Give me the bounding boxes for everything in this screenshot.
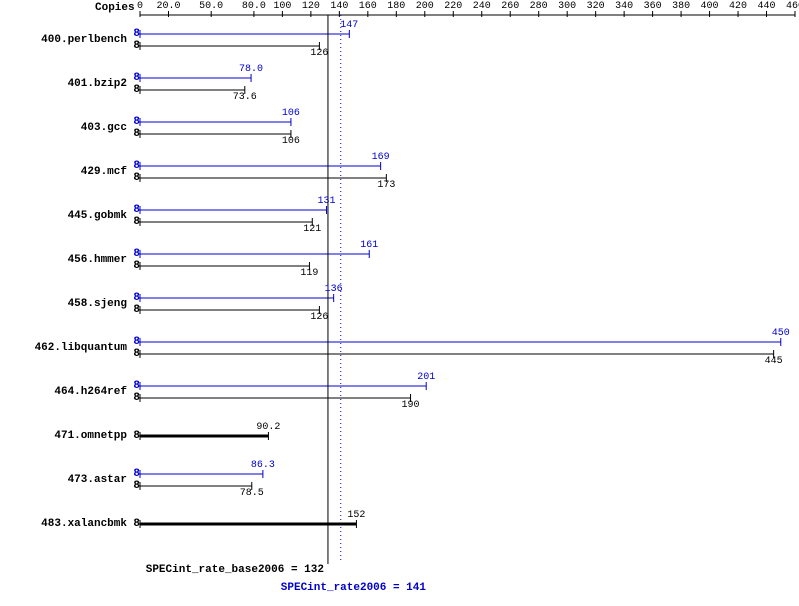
bar-value: 86.3: [251, 460, 275, 471]
copies-value: 8: [120, 336, 140, 348]
copies-value: 8: [120, 518, 140, 530]
axis-tick: 80.0: [242, 1, 266, 12]
bar-value: 78.0: [239, 64, 263, 75]
axis-tick: 420: [729, 1, 747, 12]
axis-tick: 260: [501, 1, 519, 12]
copies-value: 8: [120, 380, 140, 392]
copies-value: 8: [120, 292, 140, 304]
benchmark-name: 445.gobmk: [68, 210, 127, 222]
benchmark-name: 464.h264ref: [54, 386, 127, 398]
benchmark-name: 462.libquantum: [35, 342, 127, 354]
bar-value: 121: [303, 224, 321, 235]
copies-value: 8: [120, 468, 140, 480]
benchmark-name: 483.xalancbmk: [41, 518, 127, 530]
bar-value: 450: [772, 328, 790, 339]
copies-value: 8: [120, 128, 140, 140]
copies-value: 8: [120, 260, 140, 272]
benchmark-name: 471.omnetpp: [54, 430, 127, 442]
copies-value: 8: [120, 430, 140, 442]
bar-value: 126: [310, 312, 328, 323]
base-summary: SPECint_rate_base2006 = 132: [146, 564, 324, 576]
axis-tick: 360: [644, 1, 662, 12]
bar-value: 131: [318, 196, 336, 207]
axis-tick: 380: [672, 1, 690, 12]
axis-tick: 340: [615, 1, 633, 12]
copies-value: 8: [120, 160, 140, 172]
axis-tick: 180: [387, 1, 405, 12]
copies-header: Copies: [95, 2, 135, 14]
axis-tick: 100: [273, 1, 291, 12]
axis-tick: 220: [444, 1, 462, 12]
peak-summary: SPECint_rate2006 = 141: [281, 582, 426, 594]
bar-value: 119: [300, 268, 318, 279]
axis-tick: 280: [530, 1, 548, 12]
copies-value: 8: [120, 348, 140, 360]
copies-value: 8: [120, 84, 140, 96]
bar-value: 190: [402, 400, 420, 411]
benchmark-name: 401.bzip2: [68, 78, 127, 90]
copies-value: 8: [120, 172, 140, 184]
copies-value: 8: [120, 216, 140, 228]
axis-tick: 460: [786, 1, 799, 12]
copies-value: 8: [120, 480, 140, 492]
axis-tick: 300: [558, 1, 576, 12]
axis-tick: 160: [359, 1, 377, 12]
copies-value: 8: [120, 28, 140, 40]
bar-value: 169: [372, 152, 390, 163]
bar-value: 152: [347, 510, 365, 521]
copies-value: 8: [120, 248, 140, 260]
bar-value: 445: [765, 356, 783, 367]
bar-value: 147: [340, 20, 358, 31]
copies-value: 8: [120, 204, 140, 216]
benchmark-name: 400.perlbench: [41, 34, 127, 46]
axis-tick: 0: [137, 1, 143, 12]
bar-value: 106: [282, 108, 300, 119]
bar-value: 173: [377, 180, 395, 191]
benchmark-name: 473.astar: [68, 474, 127, 486]
axis-tick: 440: [758, 1, 776, 12]
axis-tick: 140: [330, 1, 348, 12]
axis-tick: 400: [701, 1, 719, 12]
bar-value: 161: [360, 240, 378, 251]
bar-value: 90.2: [256, 422, 280, 433]
bar-value: 106: [282, 136, 300, 147]
copies-value: 8: [120, 392, 140, 404]
axis-tick: 240: [473, 1, 491, 12]
copies-value: 8: [120, 116, 140, 128]
bar-value: 136: [325, 284, 343, 295]
benchmark-name: 456.hmmer: [68, 254, 127, 266]
copies-value: 8: [120, 40, 140, 52]
axis-tick: 320: [587, 1, 605, 12]
axis-tick: 20.0: [156, 1, 180, 12]
bar-value: 73.6: [233, 92, 257, 103]
benchmark-name: 458.sjeng: [68, 298, 127, 310]
copies-value: 8: [120, 72, 140, 84]
bar-value: 78.5: [240, 488, 264, 499]
axis-tick: 200: [416, 1, 434, 12]
copies-value: 8: [120, 304, 140, 316]
bar-value: 126: [310, 48, 328, 59]
axis-tick: 50.0: [199, 1, 223, 12]
axis-tick: 120: [302, 1, 320, 12]
bar-value: 201: [417, 372, 435, 383]
